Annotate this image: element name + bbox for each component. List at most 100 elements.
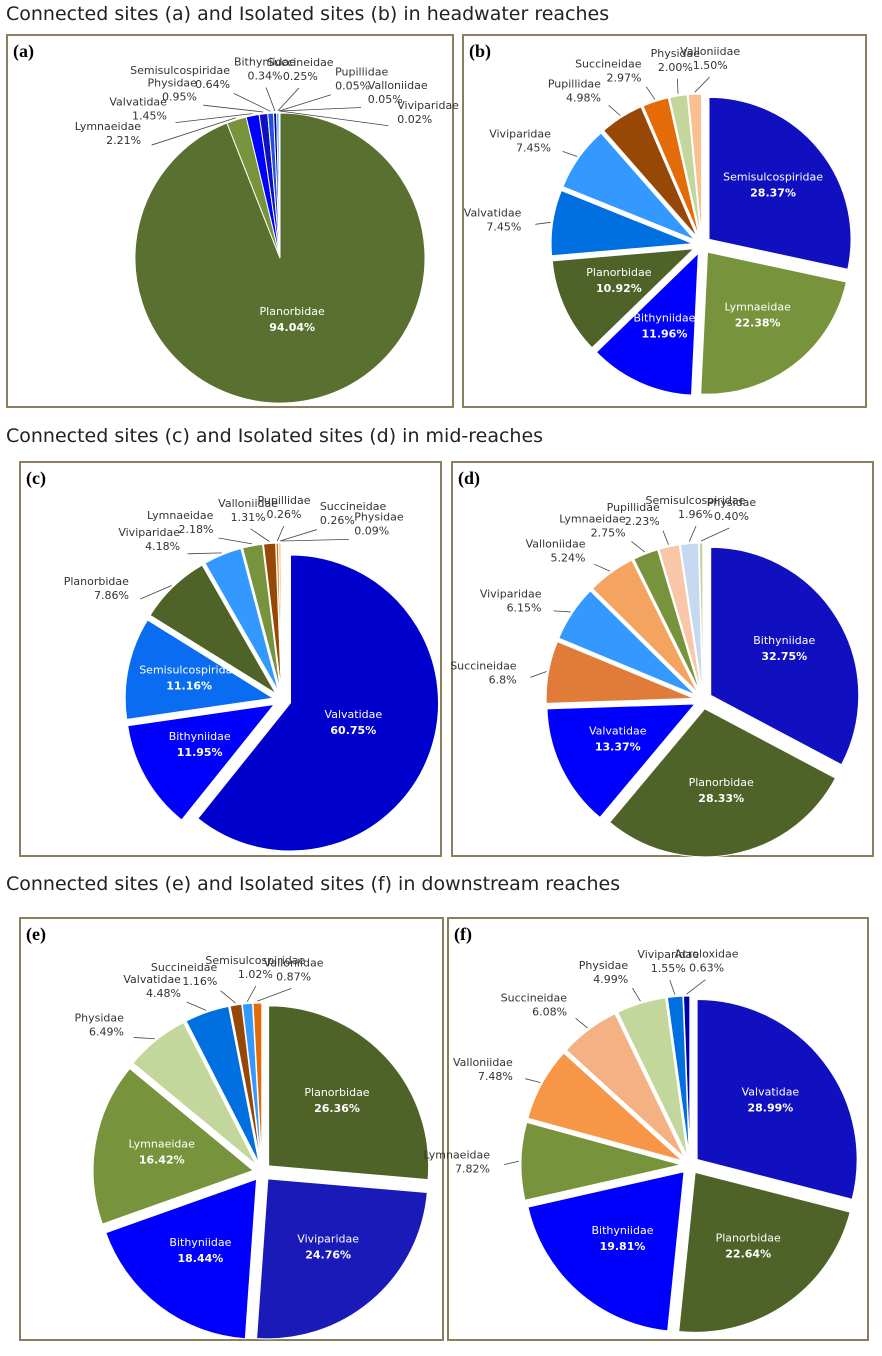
slice-value: 0.25%: [283, 70, 318, 83]
slice-label: Bithyniidae: [753, 634, 815, 647]
leader-line: [689, 526, 696, 541]
slice-label: Planorbidae: [586, 266, 651, 279]
slice-label: Viviparidae: [489, 128, 551, 141]
slice-value: 0.40%: [714, 510, 749, 523]
slice-value: 0.87%: [276, 971, 311, 984]
slice-label: Physidae: [148, 77, 198, 90]
slice-value: 13.37%: [595, 741, 641, 754]
slice-label: Bithyniidae: [591, 1224, 653, 1237]
leader-line: [187, 1002, 207, 1010]
slice-label: Physidae: [579, 959, 629, 972]
slice-value: 28.99%: [748, 1102, 794, 1115]
slice-label: Planorbidae: [716, 1232, 781, 1245]
slice-label: Succineidae: [450, 659, 517, 672]
panel-label: (c): [26, 468, 46, 489]
leader-line: [576, 1018, 588, 1028]
leader-line: [220, 991, 235, 1003]
slice-value: 22.38%: [735, 316, 781, 329]
leader-line: [632, 988, 640, 1001]
slice-value: 4.98%: [566, 92, 601, 105]
slice-value: 4.99%: [593, 973, 628, 986]
slice-label: Valvatidae: [123, 973, 181, 986]
leader-line: [670, 980, 675, 995]
leader-line: [266, 88, 275, 112]
slice-label: Lymnaeidae: [724, 300, 791, 313]
slice-value: 2.75%: [591, 527, 626, 540]
slice-value: 7.45%: [516, 142, 551, 155]
slice-label: Planorbidae: [260, 305, 325, 318]
panel-label: (a): [13, 41, 34, 62]
leader-line: [188, 553, 222, 554]
slice-label: Viviparidae: [297, 1232, 359, 1245]
leader-line: [677, 79, 678, 94]
leader-line: [280, 530, 317, 541]
slice-value: 2.00%: [658, 61, 693, 74]
slice-label: Physidae: [707, 496, 757, 509]
slice-value: 0.26%: [267, 508, 302, 521]
slice-value: 11.95%: [177, 746, 223, 759]
slice-label: Succineidae: [267, 56, 334, 69]
leader-line: [247, 986, 256, 1002]
slice-label: Physidae: [75, 1011, 125, 1024]
slice-value: 1.96%: [678, 508, 713, 521]
slice-value: 11.16%: [166, 680, 212, 693]
slice-value: 1.31%: [231, 511, 266, 524]
slice-value: 2.97%: [607, 71, 642, 84]
slice-value: 2.18%: [178, 523, 213, 536]
section-heading: Connected sites (e) and Isolated sites (…: [6, 873, 620, 895]
slice-label: Viviparidae: [397, 99, 459, 112]
leader-line: [203, 105, 263, 112]
slice-value: 0.09%: [354, 524, 389, 537]
slice-label: Lymnaeidae: [559, 513, 626, 526]
slice-value: 60.75%: [330, 724, 376, 737]
slice-label: Viviparidae: [480, 588, 542, 601]
slice-value: 1.50%: [693, 59, 728, 72]
panel-label: (d): [458, 468, 480, 489]
leader-line: [525, 1079, 540, 1083]
leader-line: [257, 988, 291, 1001]
slice-value: 6.8%: [489, 673, 517, 686]
slice-value: 28.33%: [698, 792, 744, 805]
slice-label: Bithyniidae: [169, 1236, 231, 1249]
slice-label: Pupillidae: [257, 494, 310, 507]
slice-label: Valloniidae: [264, 957, 324, 970]
slice-value: 7.48%: [478, 1070, 513, 1083]
slice-value: 28.37%: [750, 187, 796, 200]
slice-value: 0.95%: [162, 91, 197, 104]
slice-label: Valvatidae: [109, 96, 167, 109]
slice-value: 1.45%: [132, 110, 167, 123]
slice-label: Bithyniidae: [169, 730, 231, 743]
leader-line: [134, 1037, 155, 1038]
leader-line: [535, 222, 550, 224]
slice-value: 5.24%: [551, 551, 586, 564]
slice-label: Pupillidae: [548, 78, 601, 91]
slice-value: 2.21%: [106, 134, 141, 147]
section-heading: Connected sites (a) and Isolated sites (…: [6, 3, 609, 25]
slice-label: Valvatidae: [742, 1086, 800, 1099]
slice-label: Valvatidae: [464, 207, 522, 220]
slice-label: Valloniidae: [680, 45, 740, 58]
slice-value: 19.81%: [600, 1240, 646, 1253]
slice-value: 0.05%: [335, 79, 370, 92]
slice-value: 4.48%: [146, 987, 181, 1000]
slice-label: Acroloxidae: [675, 948, 739, 961]
slice-value: 0.63%: [689, 962, 724, 975]
slice-label: Lymnaeidae: [129, 1137, 196, 1150]
slice-label: Succineidae: [575, 57, 642, 70]
slice-label: Lymnaeidae: [424, 1149, 491, 1162]
leader-line: [279, 95, 331, 111]
leader-line: [563, 151, 578, 156]
slice-value: 32.75%: [761, 650, 807, 663]
slice-label: Semisulcospiridae: [139, 664, 239, 677]
slice-label: Bithyniidae: [633, 311, 695, 324]
slice-label: Succineidae: [501, 991, 568, 1004]
slice-label: Pupillidae: [335, 65, 388, 78]
slice-label: Physidae: [354, 510, 404, 523]
leader-line: [554, 611, 571, 612]
slice-value: 0.02%: [397, 113, 432, 126]
slice-value: 1.16%: [182, 975, 217, 988]
leader-line: [594, 564, 610, 571]
panel-label: (b): [469, 41, 491, 62]
slice-label: Semisulcospiridae: [723, 171, 823, 184]
leader-line: [277, 526, 284, 541]
